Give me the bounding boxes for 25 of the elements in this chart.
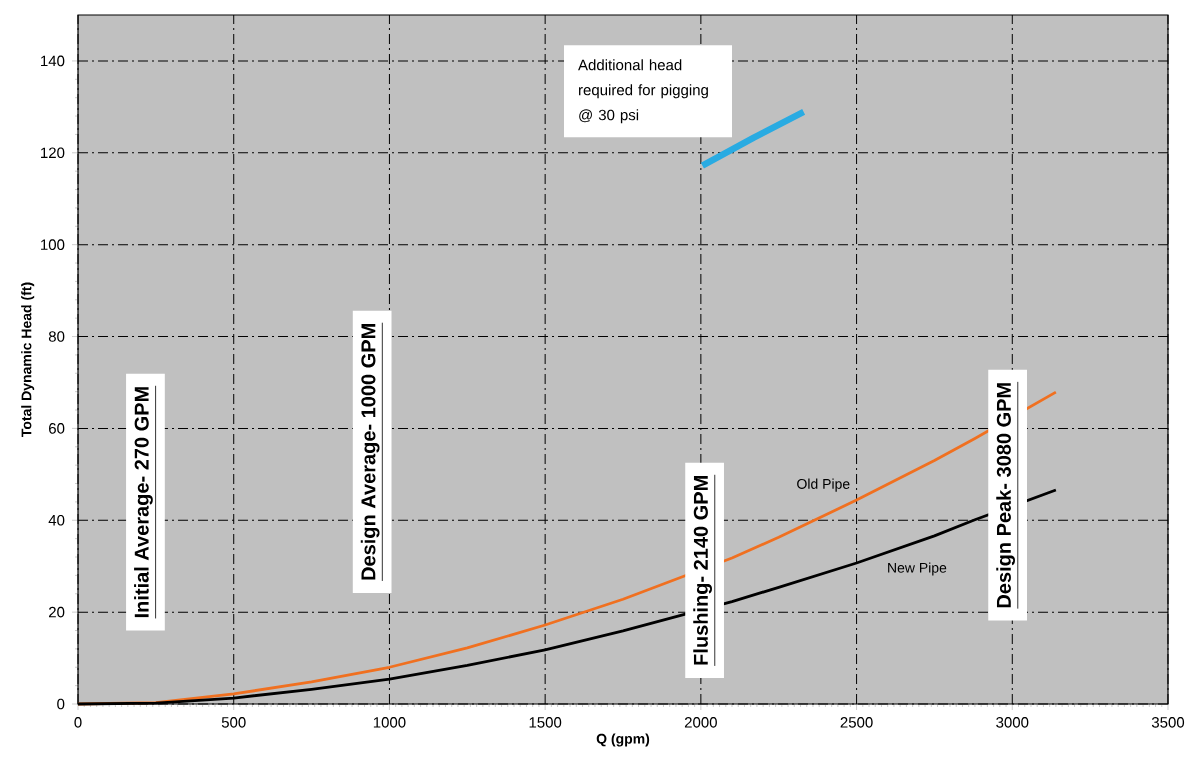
x-tick-label: 1500 (529, 717, 562, 728)
x-tick-label: 1000 (373, 717, 406, 728)
annotation: Flushing- 2140 GPM (693, 476, 712, 665)
series-label: Old Pipe (797, 478, 850, 492)
y-tick-label: 60 (49, 423, 65, 434)
y-tick-label: 40 (48, 514, 65, 526)
y-tick-label: 120 (41, 147, 65, 159)
x-tick-label: 3500 (1151, 717, 1185, 728)
y-tick-label: 0 (57, 698, 65, 710)
y-tick-label: 140 (41, 55, 65, 67)
y-tick-label: 80 (48, 331, 65, 342)
y-axis-title: Total Dynamic Head (ft) (21, 282, 35, 437)
x-tick-label: 2000 (684, 717, 717, 728)
x-axis-title: Q (gpm) (596, 733, 650, 747)
x-tick-label: 500 (221, 717, 246, 728)
y-tick-label: 100 (41, 239, 65, 250)
x-tick-label: 2500 (840, 717, 873, 728)
x-tick-label: 0 (74, 717, 82, 728)
series-label: New Pipe (888, 562, 947, 576)
x-tick-label: 3000 (996, 717, 1029, 728)
annotation: Design Peak- 3080 GPM (996, 383, 1015, 608)
annotation: Design Average- 1000 GPM (360, 324, 380, 580)
annotation: Initial Average- 270 GPM (134, 387, 153, 618)
y-tick-label: 20 (49, 606, 65, 618)
annotation: Additional head required for pigging @ 30 psi (578, 59, 708, 124)
